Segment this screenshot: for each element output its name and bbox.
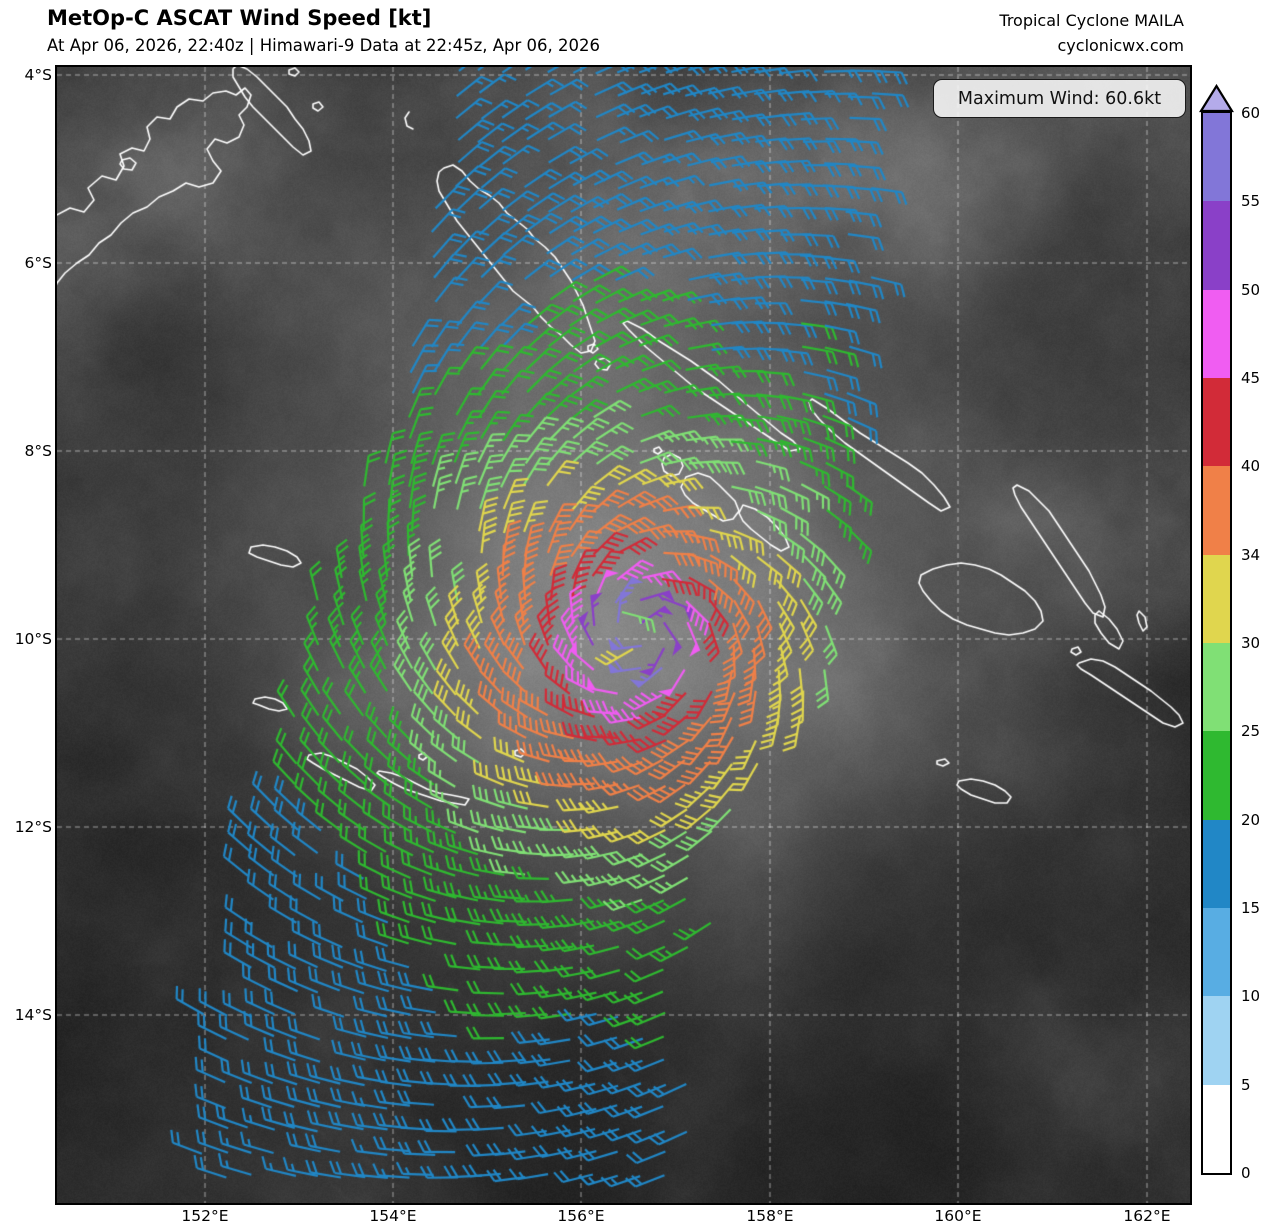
lat-tick-label: 12°S (14, 818, 52, 836)
colorbar-segment (1203, 819, 1230, 908)
colorbar-overflow-arrow (1199, 84, 1234, 113)
colorbar-segment (1203, 289, 1230, 378)
colorbar-segment (1203, 1084, 1230, 1173)
website-credit: cyclonicwx.com (1057, 36, 1185, 55)
colorbar-tick-label: 45 (1241, 369, 1261, 387)
colorbar-segment (1203, 466, 1230, 555)
colorbar-tick-label: 30 (1241, 634, 1261, 652)
lon-tick-label: 160°E (934, 1207, 982, 1225)
lat-tick-label: 6°S (24, 254, 52, 272)
colorbar-tick-label: 34 (1241, 545, 1261, 564)
plot-title: MetOp-C ASCAT Wind Speed [kt] (47, 6, 432, 30)
colorbar-tick-label: 60 (1241, 104, 1261, 122)
colorbar-tick-label: 0 (1241, 1164, 1251, 1182)
colorbar-tick-label: 50 (1241, 280, 1261, 299)
colorbar-segment (1203, 907, 1230, 997)
header-right: Tropical Cyclone MAILA cyclonicwx.com (999, 8, 1184, 58)
colorbar-segment (1203, 996, 1230, 1085)
satellite-map-canvas (57, 67, 1190, 1203)
colorbar-tick-label: 25 (1241, 722, 1261, 741)
colorbar-segment (1203, 201, 1230, 290)
colorbar-segment (1203, 377, 1230, 467)
max-wind-badge: Maximum Wind: 60.6kt (933, 79, 1186, 118)
lon-tick-label: 158°E (746, 1207, 794, 1225)
lon-tick-label: 156°E (557, 1207, 605, 1225)
colorbar-tick-label: 55 (1241, 192, 1261, 211)
lat-tick-label: 10°S (14, 630, 52, 648)
lat-tick-label: 8°S (24, 442, 52, 460)
plot-subtitle: At Apr 06, 2026, 22:40z | Himawari-9 Dat… (47, 36, 601, 55)
max-wind-label: Maximum Wind: 60.6kt (957, 88, 1162, 109)
colorbar-segment (1203, 113, 1230, 202)
lat-tick-label: 4°S (24, 66, 52, 84)
lon-tick-label: 152°E (181, 1207, 229, 1225)
colorbar (1201, 111, 1232, 1175)
colorbar-tick-label: 10 (1241, 987, 1261, 1006)
colorbar-segment (1203, 731, 1230, 820)
storm-name: Tropical Cyclone MAILA (999, 11, 1184, 30)
map-plot (55, 65, 1192, 1205)
colorbar-segment (1203, 642, 1230, 732)
colorbar-tick-label: 15 (1241, 899, 1261, 917)
colorbar-tick-label: 20 (1241, 810, 1261, 829)
lon-tick-label: 154°E (369, 1207, 417, 1225)
colorbar-tick-label: 40 (1241, 457, 1261, 476)
colorbar-segment (1203, 554, 1230, 643)
lat-tick-label: 14°S (14, 1006, 52, 1024)
colorbar-tick-label: 5 (1241, 1075, 1251, 1094)
lon-tick-label: 162°E (1123, 1207, 1171, 1225)
